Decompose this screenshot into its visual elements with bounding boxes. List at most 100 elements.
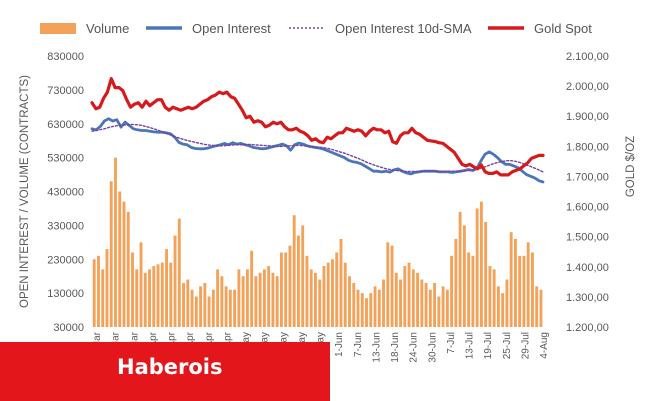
y-tick-left: 830000: [47, 51, 84, 63]
volume-bar: [97, 255, 100, 327]
x-tick-label: 7-Jul: [446, 332, 457, 354]
x-tick-label: 19-Jul: [483, 332, 494, 359]
volume-bar: [343, 262, 347, 327]
y-tick-right: 1.700,00: [566, 171, 609, 183]
volume-bar: [135, 269, 139, 327]
volume-bar: [233, 289, 237, 327]
volume-bar: [207, 296, 211, 327]
volume-bar: [475, 208, 479, 327]
x-tick-label: Apr: [148, 331, 159, 347]
volume-bar: [411, 269, 415, 327]
volume-bar: [275, 276, 279, 327]
legend-item: Volume: [40, 21, 129, 36]
y-axis-title-left: OPEN INTEREST / VOLUME (CONTRACTS): [19, 75, 31, 308]
volume-bar: [377, 289, 381, 327]
volume-bar: [126, 211, 130, 327]
volume-bar: [301, 225, 305, 328]
x-tick-label: Apr: [222, 331, 233, 347]
volume-bar: [122, 201, 126, 327]
volume-bar: [356, 289, 360, 327]
volume-bar: [331, 259, 334, 327]
volume-bar: [454, 238, 458, 327]
y-tick-right: 1.500,00: [566, 232, 609, 244]
volume-bar: [348, 276, 351, 327]
legend-item: Open Interest: [146, 21, 271, 36]
y-tick-right: 1.200,00: [566, 322, 609, 334]
volume-bar: [386, 242, 390, 327]
volume-bar: [318, 279, 322, 327]
volume-bar: [326, 262, 330, 327]
volume-bar: [416, 272, 420, 327]
volume-bar: [109, 181, 113, 327]
volume-bar: [271, 272, 275, 327]
volume-bar: [156, 264, 160, 327]
volume-bar: [152, 266, 156, 327]
volume-bar: [160, 262, 164, 327]
y-tick-right: 1.900,00: [566, 111, 609, 123]
legend-swatch: [40, 23, 76, 34]
volume-bar: [288, 245, 292, 327]
volume-bar: [339, 238, 343, 327]
open-interest-sma-line: [91, 123, 544, 173]
volume-bar: [535, 286, 539, 327]
y-tick-left: 630000: [47, 119, 84, 131]
volume-bar: [513, 238, 517, 327]
volume-bar: [267, 266, 271, 327]
volume-bar: [433, 282, 437, 327]
volume-bar: [424, 282, 428, 327]
volume-bar: [492, 269, 496, 327]
x-tick-label: 29-Jul: [520, 332, 531, 359]
volume-bar: [305, 255, 309, 327]
volume-bar: [479, 201, 483, 327]
volume-bar: [428, 289, 432, 327]
volume-bar: [228, 289, 232, 327]
volume-bar: [403, 266, 407, 327]
legend-label: Volume: [86, 21, 129, 36]
volume-bar: [254, 276, 258, 327]
volume-bar: [505, 279, 509, 327]
volume-bar: [369, 293, 373, 328]
volume-bar: [203, 282, 207, 327]
volume-bar: [245, 269, 249, 327]
volume-bar: [173, 235, 177, 327]
x-tick-label: Apr: [204, 331, 215, 347]
volume-bar: [360, 293, 364, 328]
x-tick-label: 7-Jun: [353, 332, 364, 357]
x-tick-label: 4-Aug: [539, 332, 550, 359]
x-tick-label: 13-Jul: [465, 332, 476, 359]
legend-label: Gold Spot: [534, 21, 592, 36]
x-tick-label: Apr: [167, 331, 178, 347]
volume-bar: [450, 255, 454, 327]
volume-bar: [518, 255, 522, 327]
volume-bar: [322, 266, 326, 327]
volume-bar: [182, 282, 185, 327]
volume-bar: [399, 279, 402, 327]
volume-bar: [373, 286, 377, 327]
volume-bar: [471, 255, 475, 327]
brand-banner: Haberois: [0, 342, 330, 401]
volume-bar: [390, 245, 394, 327]
y-tick-left: 230000: [47, 254, 84, 266]
volume-bar: [177, 218, 181, 327]
x-tick-label: Apr: [185, 331, 196, 347]
brand-name: Haberois: [117, 355, 223, 379]
volume-bar: [148, 269, 151, 327]
volume-bar: [382, 279, 385, 327]
volume-bar: [250, 250, 254, 327]
volume-bar: [292, 215, 296, 327]
x-tick-label: 25-Jul: [502, 332, 513, 359]
volume-bar: [407, 262, 411, 327]
y-tick-right: 2.000,00: [566, 81, 609, 93]
volume-bar: [199, 286, 203, 327]
y-tick-left: 530000: [47, 153, 84, 165]
volume-bar: [314, 272, 317, 327]
volume-bar: [458, 211, 462, 327]
y-tick-right: 1.300,00: [566, 292, 609, 304]
x-tick-label: May: [241, 332, 252, 351]
volume-bar: [105, 249, 109, 327]
volume-bar: [365, 298, 368, 327]
volume-bar: [509, 232, 513, 327]
volume-bar: [224, 286, 228, 327]
x-tick-label: 13-Jun: [371, 332, 382, 363]
